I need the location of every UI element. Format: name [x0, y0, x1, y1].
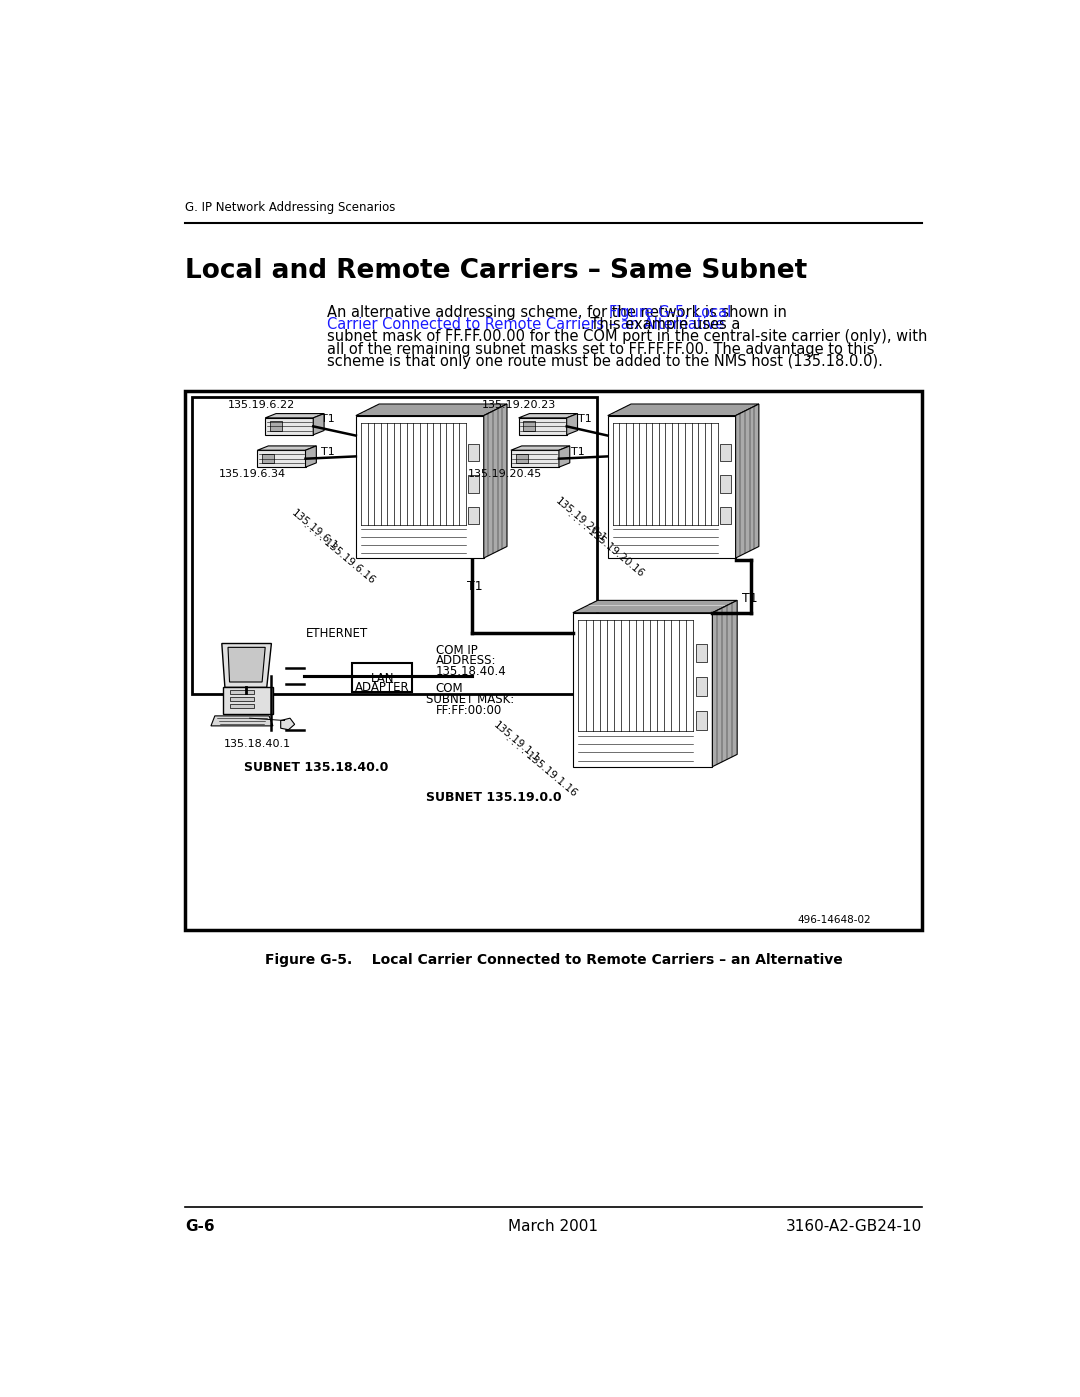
Text: G-6: G-6	[186, 1218, 215, 1234]
Text: all of the remaining subnet masks set to FF.FF.FF.00. The advantage to this: all of the remaining subnet masks set to…	[327, 342, 875, 356]
Text: T1: T1	[742, 592, 757, 605]
Text: . . . . 135.19.20.16: . . . . 135.19.20.16	[566, 509, 646, 578]
Bar	[515, 454, 528, 462]
Text: ADDRESS:: ADDRESS:	[435, 654, 496, 668]
Text: 135.18.40.4: 135.18.40.4	[435, 665, 507, 678]
Text: . This example uses a: . This example uses a	[581, 317, 741, 332]
Text: 135.19.20.1: 135.19.20.1	[554, 496, 608, 545]
Text: . . . . 135.19.1.16: . . . . 135.19.1.16	[504, 732, 579, 798]
Bar	[469, 475, 478, 493]
Bar	[222, 687, 273, 714]
Polygon shape	[484, 404, 507, 557]
Bar	[352, 662, 413, 692]
Text: 135.19.1.1: 135.19.1.1	[491, 719, 541, 764]
Polygon shape	[608, 415, 735, 557]
Bar	[469, 507, 478, 524]
Text: COM IP: COM IP	[435, 644, 477, 657]
Polygon shape	[211, 715, 273, 726]
Text: 135.19.20.45: 135.19.20.45	[469, 469, 542, 479]
Bar	[720, 475, 730, 493]
Text: 135.19.6.1: 135.19.6.1	[291, 507, 340, 552]
Bar	[230, 690, 254, 694]
Polygon shape	[608, 404, 759, 415]
Bar	[696, 678, 706, 696]
Bar	[696, 711, 706, 729]
Polygon shape	[518, 418, 567, 434]
Polygon shape	[511, 450, 559, 467]
Text: scheme is that only one route must be added to the NMS host (135.18.0.0).: scheme is that only one route must be ad…	[327, 353, 883, 369]
Text: 135.19.6.22: 135.19.6.22	[228, 400, 295, 411]
Polygon shape	[356, 415, 484, 557]
Text: ETHERNET: ETHERNET	[306, 627, 368, 640]
Text: T1: T1	[570, 447, 584, 457]
Text: Carrier Connected to Remote Carriers – an Alternative: Carrier Connected to Remote Carriers – a…	[327, 317, 725, 332]
Text: 135.18.40.1: 135.18.40.1	[225, 739, 292, 749]
Polygon shape	[713, 601, 738, 767]
Polygon shape	[266, 418, 313, 434]
Polygon shape	[228, 647, 266, 682]
Text: 496-14648-02: 496-14648-02	[798, 915, 872, 925]
Bar	[186, 391, 921, 930]
Text: 135.19.6.34: 135.19.6.34	[218, 469, 286, 479]
Text: Figure G-5, Local: Figure G-5, Local	[609, 305, 731, 320]
Text: SUBNET 135.18.40.0: SUBNET 135.18.40.0	[243, 760, 388, 774]
Polygon shape	[257, 446, 316, 450]
Text: T1: T1	[321, 415, 335, 425]
Polygon shape	[572, 601, 738, 613]
Text: COM: COM	[435, 682, 463, 694]
Text: 135.19.20.23: 135.19.20.23	[482, 400, 556, 411]
Text: March 2001: March 2001	[509, 1218, 598, 1234]
Polygon shape	[313, 414, 324, 434]
Polygon shape	[356, 404, 507, 415]
Text: T1: T1	[467, 580, 483, 592]
Bar	[262, 454, 274, 462]
Text: FF:FF:00:00: FF:FF:00:00	[435, 704, 502, 717]
Text: ADAPTER: ADAPTER	[355, 682, 409, 694]
Polygon shape	[266, 414, 324, 418]
Bar	[720, 507, 730, 524]
Text: subnet mask of FF.FF.00.00 for the COM port in the central-site carrier (only), : subnet mask of FF.FF.00.00 for the COM p…	[327, 330, 928, 344]
Polygon shape	[567, 414, 578, 434]
Bar	[469, 444, 478, 461]
Bar	[696, 644, 706, 662]
Text: T1: T1	[578, 415, 592, 425]
Bar	[230, 704, 254, 708]
Polygon shape	[572, 613, 713, 767]
Bar	[524, 422, 536, 430]
Polygon shape	[511, 446, 570, 450]
Bar	[270, 422, 282, 430]
Text: SUBNET 135.19.0.0: SUBNET 135.19.0.0	[426, 791, 562, 805]
Bar	[720, 444, 730, 461]
Text: SUBNET MASK:: SUBNET MASK:	[427, 693, 515, 705]
Text: Local and Remote Carriers – Same Subnet: Local and Remote Carriers – Same Subnet	[186, 258, 808, 285]
Polygon shape	[257, 450, 306, 467]
Text: G. IP Network Addressing Scenarios: G. IP Network Addressing Scenarios	[186, 201, 395, 214]
Polygon shape	[306, 446, 316, 467]
Polygon shape	[559, 446, 570, 467]
Text: T1: T1	[321, 447, 335, 457]
Polygon shape	[221, 644, 271, 687]
Bar	[191, 397, 596, 693]
Polygon shape	[281, 718, 295, 729]
Polygon shape	[735, 404, 759, 557]
Text: An alternative addressing scheme, for the network is shown in: An alternative addressing scheme, for th…	[327, 305, 792, 320]
Bar	[230, 697, 254, 701]
Text: . . . . 135.19.6.16: . . . . 135.19.6.16	[301, 520, 377, 585]
Text: LAN: LAN	[370, 672, 394, 685]
Text: Figure G-5.    Local Carrier Connected to Remote Carriers – an Alternative: Figure G-5. Local Carrier Connected to R…	[265, 953, 842, 967]
Text: 3160-A2-GB24-10: 3160-A2-GB24-10	[785, 1218, 921, 1234]
Polygon shape	[518, 414, 578, 418]
